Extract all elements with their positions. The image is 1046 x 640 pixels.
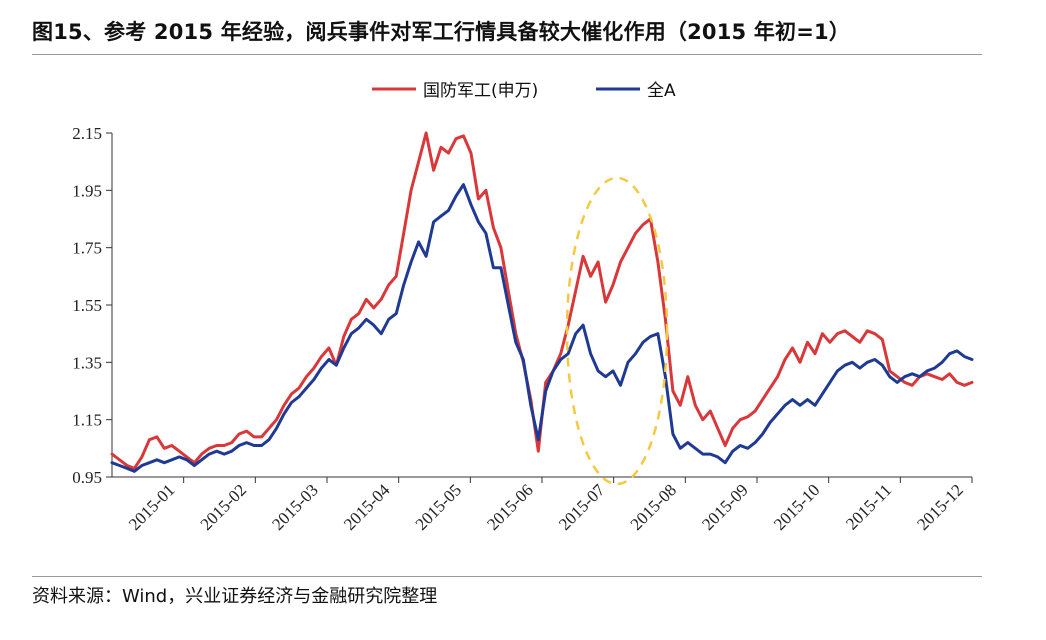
y-tick-label: 2.15 (72, 124, 102, 143)
chart-legend: 国防军工(申万) 全A (372, 81, 676, 101)
x-tick-label: 2015-02 (197, 480, 251, 534)
line-chart: 国防军工(申万) 全A 2.151.951.751.551.351.150.95 … (72, 81, 974, 534)
figure-title: 图15、参考 2015 年经验，阅兵事件对军工行情具备较大催化作用（2015 年… (32, 20, 851, 44)
highlight-ellipse (565, 176, 669, 486)
x-tick-label: 2015-11 (842, 480, 895, 533)
legend-label: 全A (647, 81, 676, 101)
y-tick-label: 1.75 (72, 239, 102, 258)
x-axis: 2015-01 2015-02 2015-03 2015-04 2015-05 2015-… (112, 476, 973, 534)
y-axis: 2.15 1.95 1.75 1.55 1.35 1.15 0.95 (72, 124, 113, 487)
source-divider (32, 576, 982, 577)
y-tick-label: 1.15 (72, 411, 102, 430)
annotation-layer (565, 176, 669, 486)
x-tick-label: 2015-09 (698, 480, 752, 534)
x-tick-label: 2015-01 (125, 480, 179, 534)
series-layer (110, 131, 974, 473)
source-note: 资料来源：Wind，兴业证券经济与金融研究院整理 (32, 586, 438, 607)
title-divider (32, 54, 982, 55)
x-tick-label: 2015-06 (483, 480, 537, 534)
legend-label: 国防军工(申万) (423, 81, 538, 101)
x-tick-label: 2015-05 (412, 480, 466, 534)
y-tick-label: 0.95 (72, 468, 102, 487)
x-tick-label: 2015-03 (268, 480, 322, 534)
series-line-2 (110, 183, 974, 473)
x-tick-label: 2015-12 (913, 480, 967, 534)
y-tick-label: 1.95 (72, 181, 102, 200)
x-tick-label: 2015-08 (627, 480, 681, 534)
x-tick-label: 2015-07 (555, 480, 609, 534)
y-tick-label: 1.55 (72, 296, 102, 315)
x-tick-label: 2015-04 (340, 480, 394, 534)
y-tick-label: 1.35 (72, 353, 102, 372)
x-tick-label: 2015-10 (770, 480, 824, 534)
